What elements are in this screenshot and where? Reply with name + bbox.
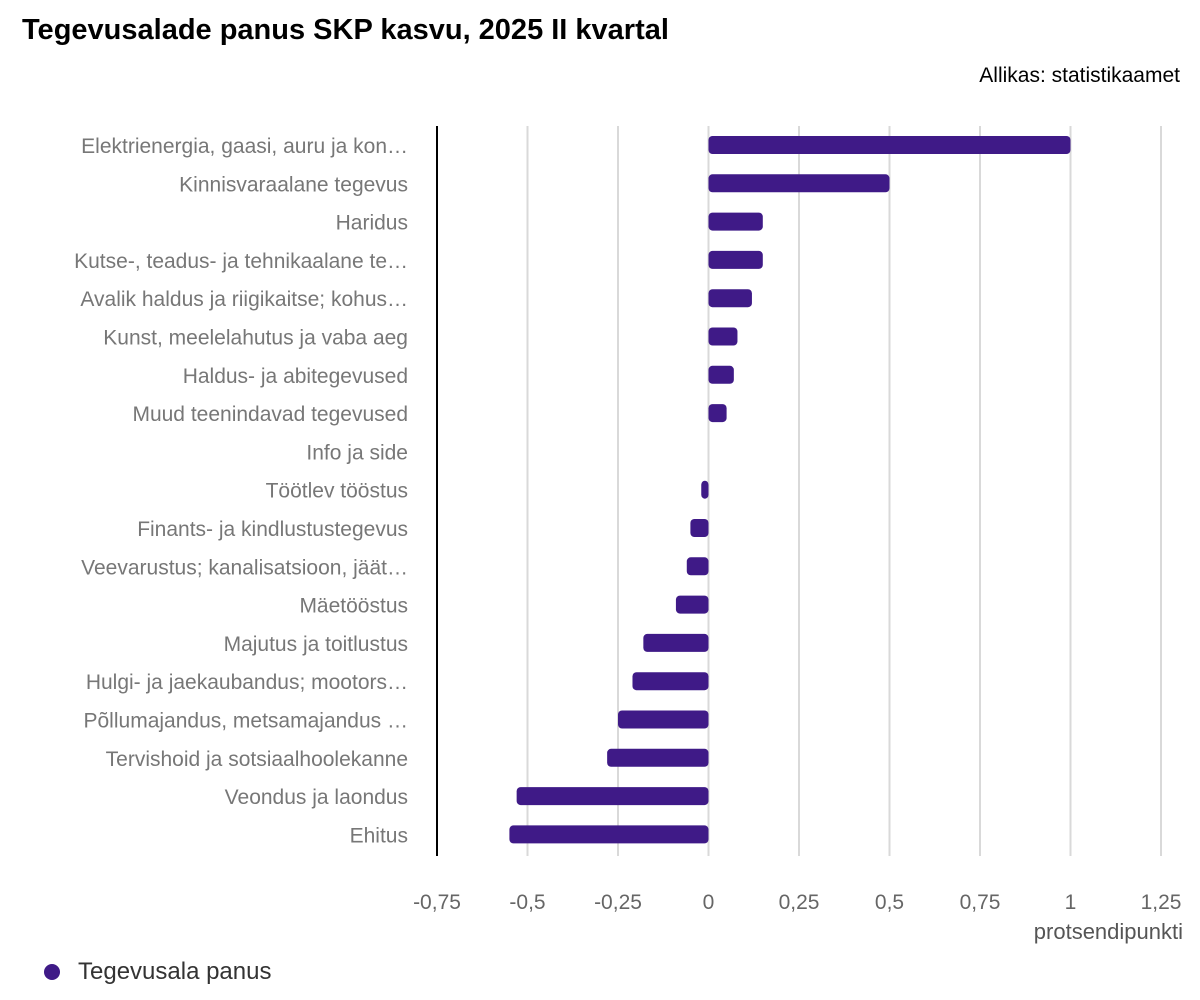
bar [708, 327, 738, 346]
category-label: Muud teenindavad tegevused [132, 403, 408, 426]
x-tick-label: 0 [703, 891, 715, 914]
category-label: Töötlev tööstus [266, 480, 408, 503]
bar [643, 633, 709, 652]
category-label: Finants- ja kindlustustegevus [137, 518, 408, 541]
x-tick-label: 0,25 [779, 891, 820, 914]
x-tick-label: -0,5 [509, 891, 545, 914]
category-label: Mäetööstus [299, 595, 408, 618]
category-label: Kutse-, teadus- ja tehnikaalane te… [74, 250, 408, 273]
category-label: Kinnisvaraalane tegevus [179, 173, 408, 196]
category-label: Veevarustus; kanalisatsioon, jäät… [81, 556, 408, 579]
bar [516, 787, 709, 806]
category-label: Elektrienergia, gaasi, auru ja kon… [81, 135, 408, 158]
category-label: Majutus ja toitlustus [224, 633, 408, 656]
x-axis-label: protsendipunkti [1034, 919, 1183, 944]
bar [675, 595, 709, 614]
bar [701, 480, 709, 499]
source-note: Allikas: statistikaamet [979, 64, 1180, 87]
category-label: Haridus [336, 212, 408, 235]
category-label: Kunst, meelelahutus ja vaba aeg [103, 327, 408, 350]
bar [509, 825, 709, 844]
category-label: Tervishoid ja sotsiaalhoolekanne [106, 748, 408, 771]
bar [632, 672, 709, 691]
bar [618, 710, 709, 729]
chart-title: Tegevusalade panus SKP kasvu, 2025 II kv… [22, 14, 669, 46]
bar [708, 289, 752, 308]
bar [708, 174, 890, 193]
category-label: Haldus- ja abitegevused [183, 365, 408, 388]
category-label: Veondus ja laondus [225, 786, 408, 809]
bar [708, 136, 1071, 154]
category-label: Info ja side [306, 441, 408, 464]
category-label: Avalik haldus ja riigikaitse; kohus… [80, 288, 408, 311]
x-tick-label: -0,25 [594, 891, 642, 914]
bar [607, 748, 709, 767]
category-label: Hulgi- ja jaekaubandus; mootors… [86, 671, 408, 694]
bar [708, 365, 734, 384]
legend-label: Tegevusala panus [78, 958, 272, 985]
x-tick-label: -0,75 [413, 891, 461, 914]
bar [690, 519, 709, 537]
legend[interactable]: Tegevusala panus [44, 956, 271, 988]
category-label: Ehitus [350, 824, 408, 847]
x-tick-label: 0,5 [875, 891, 904, 914]
bar [708, 212, 763, 231]
bar [686, 557, 709, 576]
x-tick-label: 1,25 [1141, 891, 1182, 914]
bar [708, 250, 763, 269]
x-tick-label: 1 [1065, 891, 1077, 914]
category-label: Põllumajandus, metsamajandus … [84, 710, 409, 733]
x-tick-label: 0,75 [960, 891, 1001, 914]
bar [708, 404, 727, 423]
legend-marker-icon [44, 964, 60, 980]
